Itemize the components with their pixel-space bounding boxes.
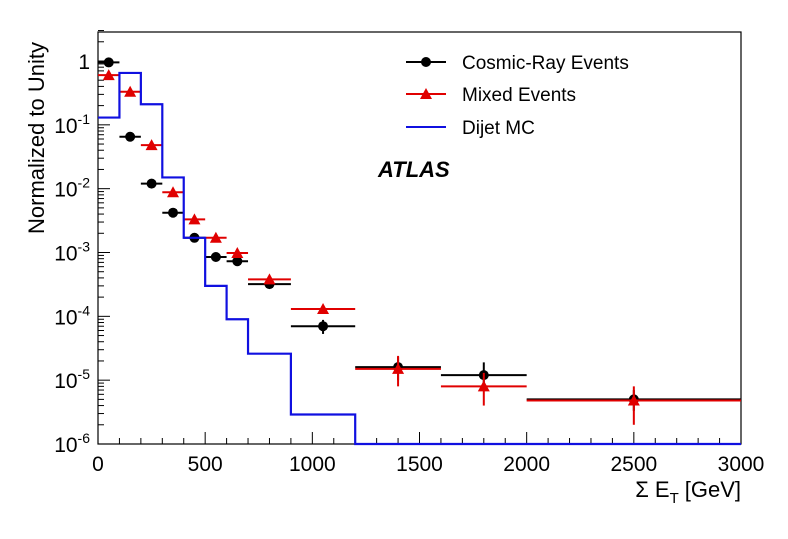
y-tick-label: 10-5 bbox=[54, 366, 90, 393]
legend-entry-cosmic: Cosmic-Ray Events bbox=[406, 53, 629, 74]
series-layer bbox=[98, 57, 741, 446]
y-tick-label-exponent: -4 bbox=[78, 302, 91, 318]
y-tick-label-base: 10 bbox=[54, 243, 77, 266]
y-axis-ticks bbox=[98, 30, 110, 445]
y-tick-label-exponent: -6 bbox=[78, 430, 91, 446]
y-tick-label: 10-3 bbox=[54, 239, 90, 266]
x-tick-label: 2500 bbox=[610, 453, 657, 476]
y-tick-label-base: 10 bbox=[54, 115, 77, 138]
y-tick-label: 10-6 bbox=[54, 430, 90, 457]
legend: Cosmic-Ray Events Mixed Events Dijet MC bbox=[406, 53, 629, 139]
mixed-event-point bbox=[209, 231, 222, 243]
mixed-event-point bbox=[627, 394, 640, 406]
x-tick-label: 1000 bbox=[289, 453, 336, 476]
y-tick-label-base: 10 bbox=[54, 179, 77, 202]
x-axis-label: Σ ET [GeV] bbox=[635, 477, 741, 507]
legend-marker-mixed bbox=[420, 88, 432, 99]
y-tick-label-base: 1 bbox=[78, 51, 90, 74]
y-tick-label-exponent: -2 bbox=[78, 175, 91, 191]
y-tick-label: 10-1 bbox=[54, 111, 90, 138]
mixed-event-point bbox=[392, 362, 405, 374]
x-axis-label-subscript: T bbox=[670, 490, 679, 507]
mixed-event-point bbox=[263, 273, 276, 285]
x-tick-label: 3000 bbox=[718, 453, 765, 476]
x-tick-label: 0 bbox=[92, 453, 104, 476]
legend-label-mixed: Mixed Events bbox=[462, 85, 576, 106]
y-axis-label: Normalized to Unity bbox=[24, 42, 49, 234]
cosmic-event-point bbox=[232, 256, 243, 267]
mixed-event-point bbox=[124, 85, 137, 97]
cosmic-event-point bbox=[210, 252, 221, 263]
mixed-event-point bbox=[102, 69, 115, 81]
cosmic-event-point bbox=[168, 207, 179, 218]
cosmic-event-point bbox=[146, 178, 157, 189]
y-tick-label-base: 10 bbox=[54, 434, 77, 457]
x-axis-label-unit: [GeV] bbox=[685, 477, 741, 502]
mixed-event-point bbox=[231, 247, 244, 259]
mixed-event-point bbox=[477, 380, 490, 392]
cosmic-event-point bbox=[318, 321, 329, 332]
x-tick-label: 2000 bbox=[503, 453, 550, 476]
legend-entry-dijet: Dijet MC bbox=[406, 118, 535, 139]
mixed-event-point bbox=[167, 186, 180, 198]
x-axis-label-sigma: Σ E bbox=[635, 477, 669, 502]
y-tick-label-exponent: -3 bbox=[78, 239, 91, 255]
mixed-event-point bbox=[188, 213, 201, 225]
legend-entry-mixed: Mixed Events bbox=[406, 85, 576, 106]
x-tick-label: 1500 bbox=[396, 453, 443, 476]
legend-marker-cosmic bbox=[421, 57, 431, 67]
y-tick-label: 1 bbox=[78, 51, 90, 74]
y-tick-label-exponent: -5 bbox=[78, 366, 91, 382]
cosmic-event-point bbox=[103, 57, 114, 68]
experiment-label: ATLAS bbox=[377, 157, 450, 182]
y-tick-label-exponent: -1 bbox=[78, 111, 91, 127]
y-tick-label-base: 10 bbox=[54, 306, 77, 329]
y-tick-label-base: 10 bbox=[54, 370, 77, 393]
x-tick-label: 500 bbox=[188, 453, 223, 476]
mixed-event-point bbox=[145, 139, 158, 151]
y-tick-label: 10-2 bbox=[54, 175, 90, 202]
x-axis-ticks bbox=[97, 432, 742, 444]
legend-label-cosmic: Cosmic-Ray Events bbox=[462, 53, 629, 74]
cosmic-event-point bbox=[125, 131, 136, 142]
mixed-event-point bbox=[317, 303, 330, 315]
dijet-mc-step-line bbox=[98, 71, 741, 446]
x-axis-tick-labels: 0 500 1000 1500 2000 2500 3000 bbox=[92, 453, 764, 476]
y-axis-tick-labels: 110-110-210-310-410-510-6 bbox=[54, 51, 90, 457]
y-tick-label: 10-4 bbox=[54, 302, 90, 329]
legend-label-dijet: Dijet MC bbox=[462, 118, 535, 139]
